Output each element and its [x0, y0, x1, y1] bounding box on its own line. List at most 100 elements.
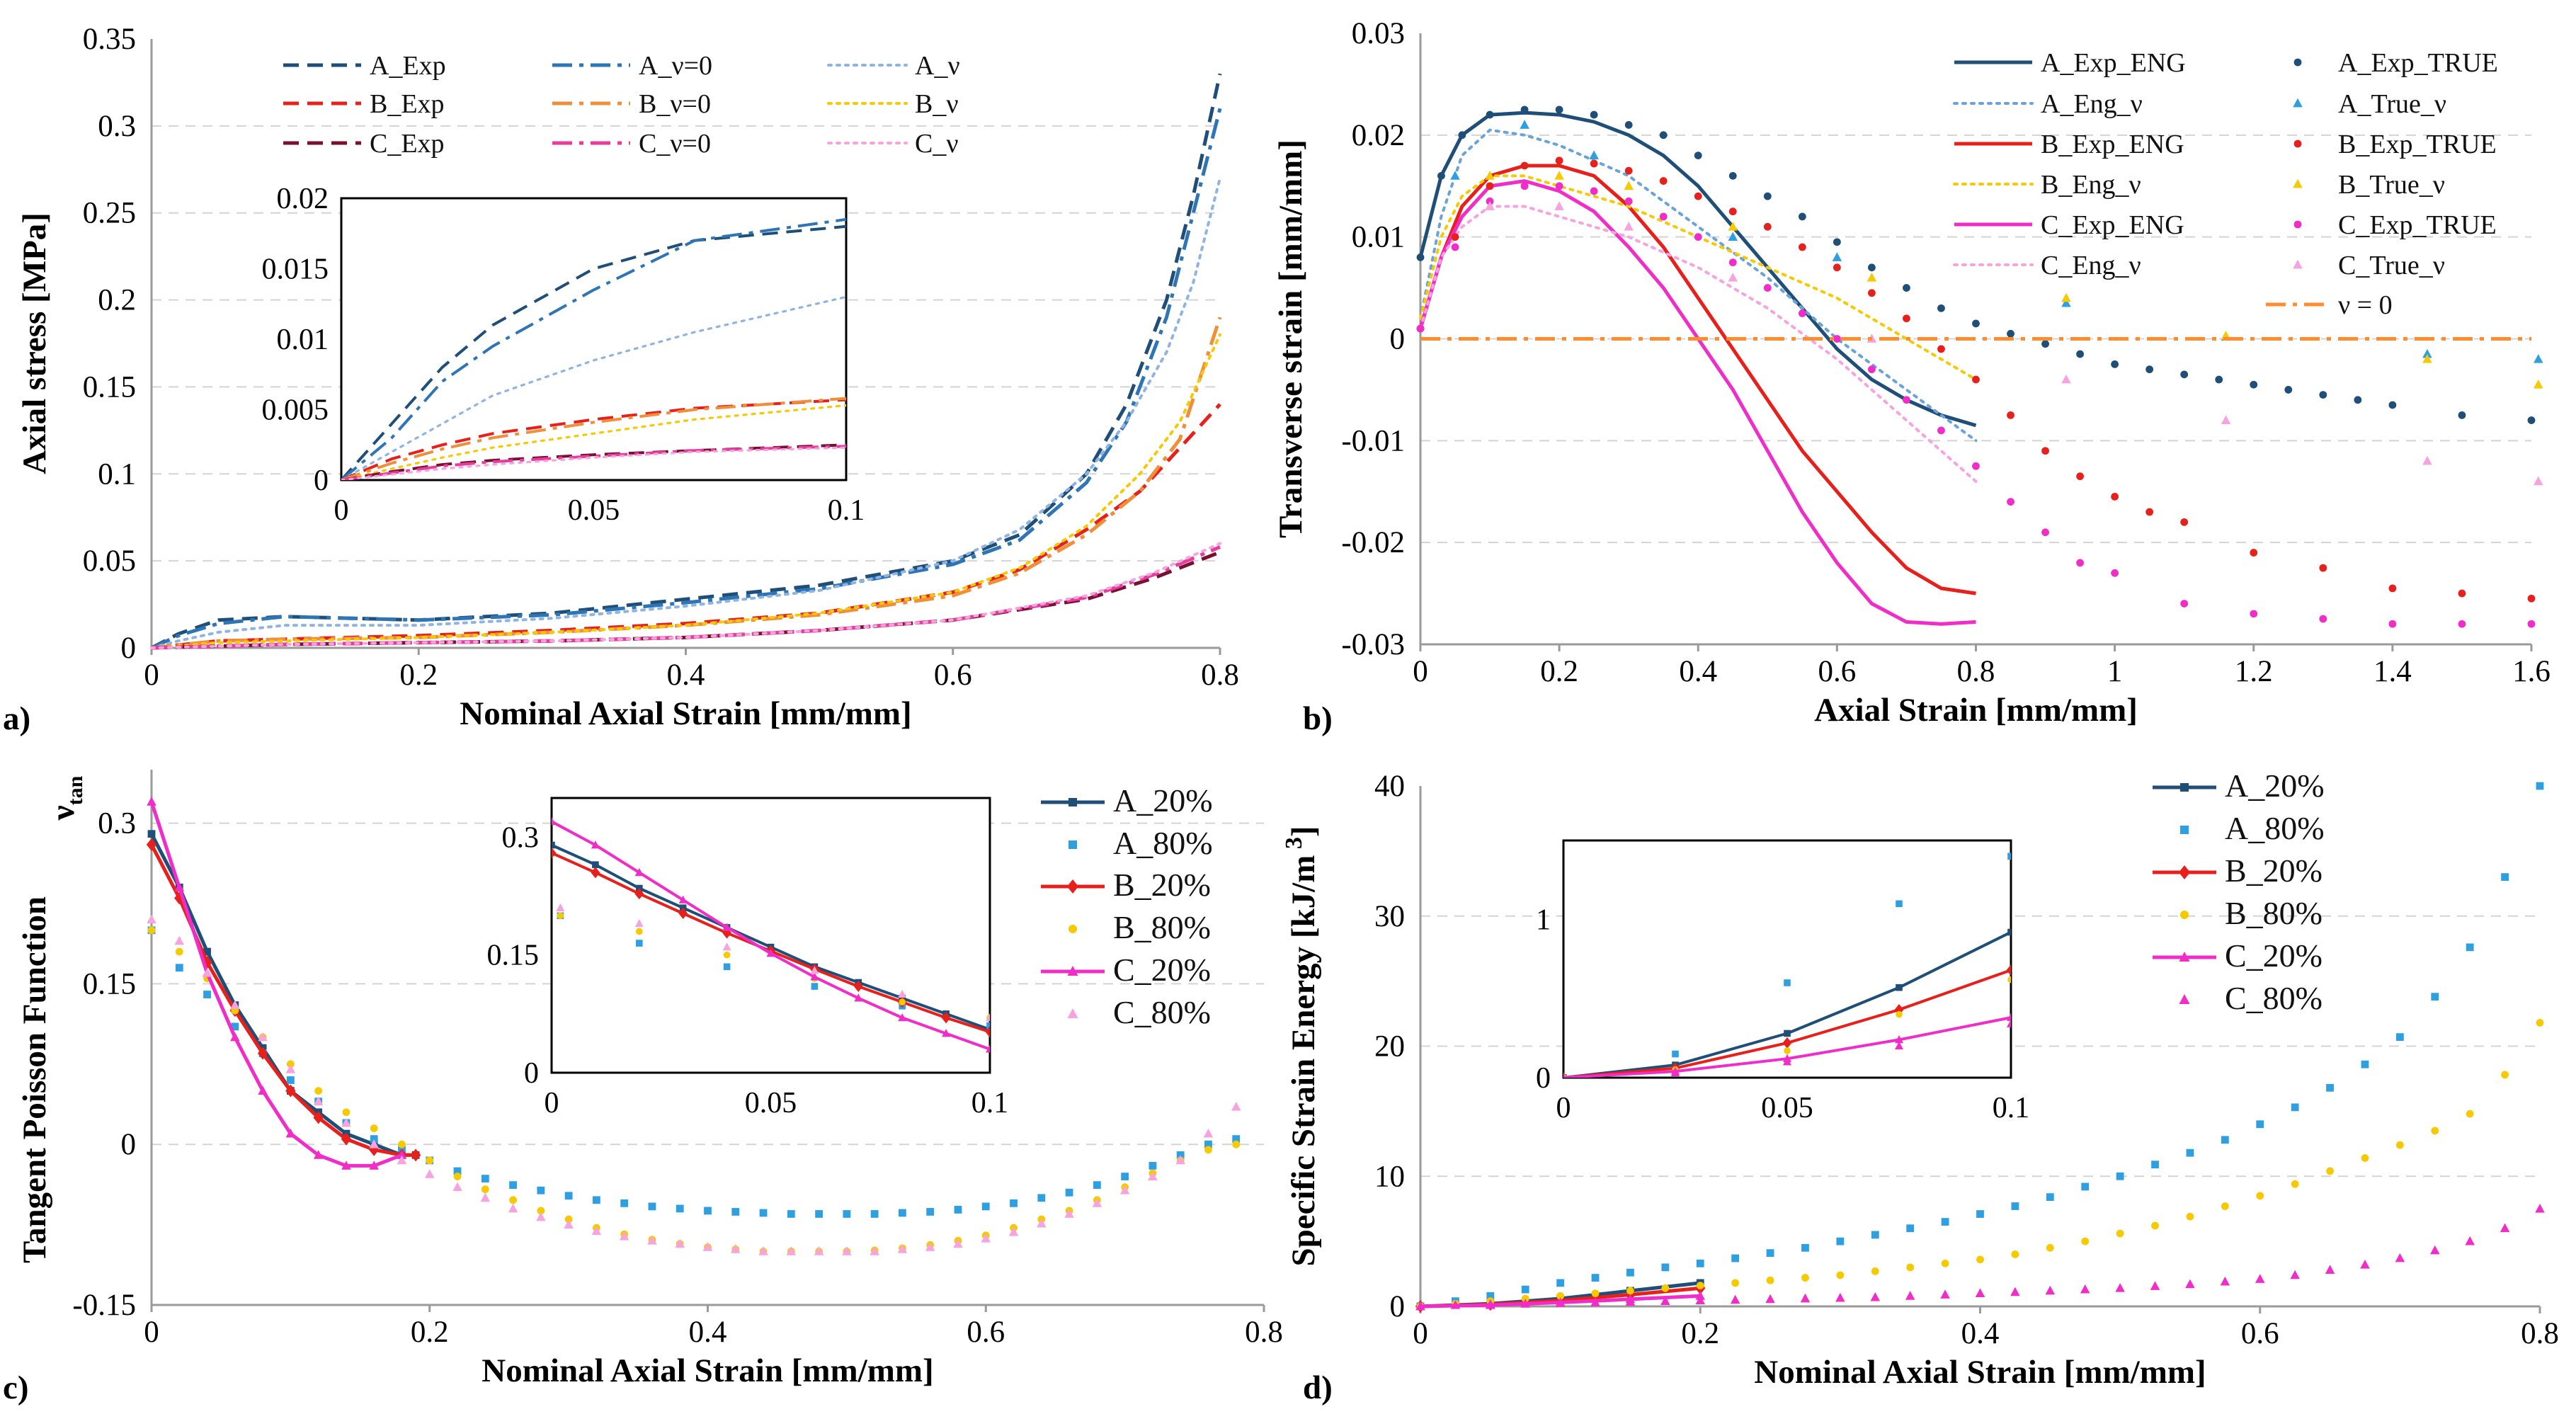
data-point — [369, 1143, 380, 1156]
data-point — [2326, 1167, 2334, 1175]
data-point — [1731, 1279, 1740, 1287]
data-point — [1868, 263, 1876, 272]
y-axis-label: Specific Strain Energy [kJ/m 3] — [1281, 826, 1322, 1266]
inset-x-tick-label: 0 — [334, 494, 349, 527]
series-c-exp-true — [1416, 182, 2536, 628]
series-c-80- — [1415, 1203, 2545, 1311]
y-tick-label: 0.2 — [98, 284, 136, 317]
data-point — [2081, 1182, 2090, 1191]
data-point — [1868, 289, 1876, 297]
chart-panel-b: 0 0.2 0.4 0.6 0.8 1 1.2 1.4 1.6 -0.03 -0.02 -0.01 0 0… — [1272, 17, 2551, 737]
data-series-group — [1416, 106, 2543, 628]
data-point — [1556, 1279, 1565, 1287]
data-point — [810, 966, 819, 974]
data-point — [1833, 238, 1841, 246]
data-point — [1521, 1285, 1529, 1294]
y-tick-label: 0.15 — [83, 370, 136, 404]
y-tick-label: 0.1 — [98, 457, 136, 491]
y-tick-label: 30 — [1374, 900, 1405, 933]
data-point — [953, 1238, 963, 1248]
data-point — [2180, 370, 2189, 379]
data-point — [620, 1199, 629, 1207]
data-point — [1728, 222, 1738, 231]
data-point — [1903, 284, 1910, 292]
inset-y-tick-label: 1 — [1536, 904, 1551, 937]
data-point — [2250, 610, 2258, 618]
x-tick-label: 1 — [2107, 655, 2123, 688]
legend-entry: C_Exp_ENG — [1954, 210, 2184, 240]
data-point — [1694, 152, 1702, 160]
data-point — [647, 1236, 657, 1245]
data-point — [398, 1140, 406, 1148]
data-point — [1416, 324, 1425, 333]
data-point — [2501, 873, 2509, 882]
data-point — [1731, 1254, 1740, 1262]
legend-label: C_ν — [915, 129, 959, 159]
data-point — [704, 1207, 712, 1215]
data-point — [985, 1026, 990, 1038]
data-point — [1451, 233, 1459, 241]
data-point — [2291, 1180, 2299, 1188]
panel-label: a) — [3, 700, 30, 737]
data-point — [2293, 58, 2302, 67]
data-point — [1975, 1288, 1985, 1298]
data-point — [2319, 564, 2327, 572]
data-point — [1067, 966, 1078, 976]
data-point — [1798, 212, 1806, 221]
data-point — [636, 940, 643, 947]
data-point — [1067, 1008, 1078, 1018]
data-point — [536, 1211, 546, 1221]
data-point — [1626, 1268, 1634, 1277]
data-point — [552, 816, 556, 826]
data-point — [591, 1226, 602, 1236]
data-point — [2466, 1110, 2474, 1118]
legend-entry: A_20% — [2153, 768, 2325, 804]
data-point — [2388, 620, 2397, 628]
data-point — [2395, 1033, 2404, 1042]
series-line — [341, 295, 846, 480]
data-point — [147, 926, 156, 935]
data-point — [2361, 1154, 2369, 1162]
data-point — [2293, 98, 2303, 108]
data-point — [925, 1242, 935, 1251]
legend-entry: A_80% — [1068, 825, 1213, 861]
data-point — [1625, 1296, 1636, 1306]
x-tick-label: 0.6 — [967, 1316, 1005, 1349]
data-point — [2180, 783, 2189, 792]
data-point — [1591, 1289, 1600, 1298]
y-axis-label: Tangent Poisson Function — [16, 896, 53, 1263]
data-point — [147, 797, 156, 806]
legend-label: A_80% — [2225, 810, 2325, 846]
data-point — [147, 830, 156, 838]
data-point — [1589, 150, 1599, 159]
x-tick-label: 0.2 — [411, 1316, 449, 1349]
data-point — [2361, 1060, 2369, 1068]
y-tick-label: 0 — [1390, 1290, 1406, 1323]
data-point — [147, 914, 156, 924]
legend-entry: A_Exp — [283, 51, 446, 81]
data-point — [842, 1246, 852, 1255]
data-point — [508, 1203, 518, 1213]
data-point — [1520, 120, 1529, 129]
data-point — [1175, 1155, 1185, 1165]
data-point — [314, 1087, 323, 1095]
data-point — [2431, 993, 2439, 1001]
inset-y-tick-label: 0.15 — [487, 940, 540, 972]
inset-y-tick-label: 0 — [1536, 1062, 1551, 1095]
data-point — [1903, 314, 1910, 323]
data-point — [1203, 1128, 1214, 1138]
data-point — [1624, 197, 1633, 205]
series-b-eng- — [1419, 174, 1978, 381]
series-line — [1418, 179, 1976, 626]
legend-entry: B_20% — [1041, 867, 1211, 903]
legend-entry: B_20% — [2153, 853, 2323, 889]
series-line — [1419, 174, 1978, 381]
legend-entry: A_True_ν — [2293, 89, 2446, 119]
data-point — [619, 1231, 629, 1241]
data-point — [2293, 139, 2302, 148]
data-point — [481, 1175, 489, 1182]
data-point — [723, 963, 731, 971]
y-tick-label: 10 — [1374, 1160, 1405, 1193]
data-point — [1800, 1293, 1811, 1303]
data-point — [1064, 1209, 1074, 1218]
